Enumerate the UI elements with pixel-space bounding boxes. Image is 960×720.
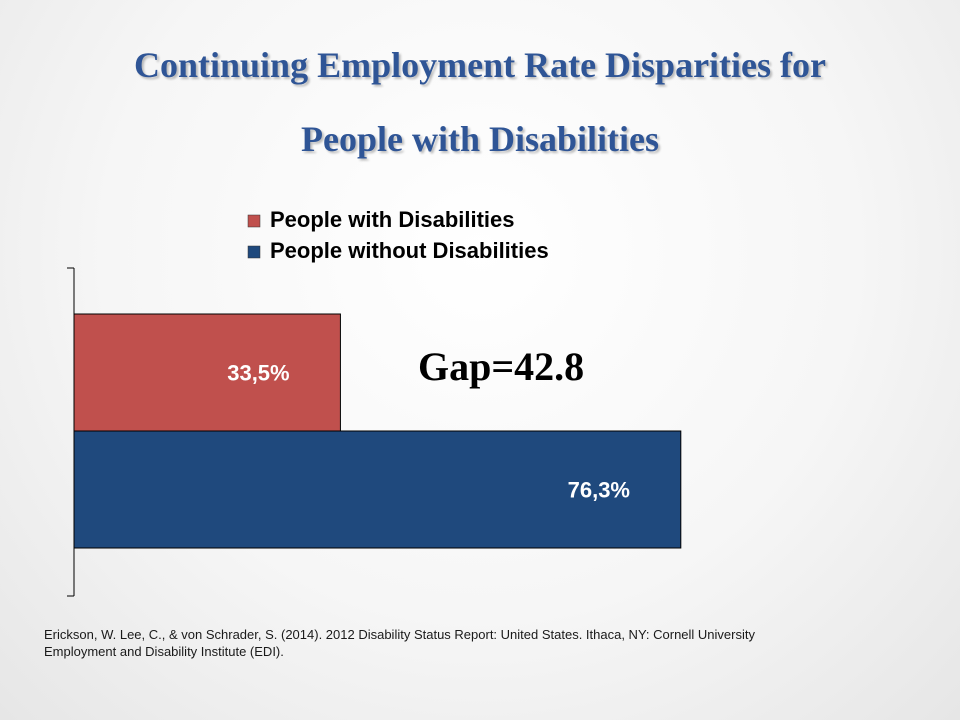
legend-label-2: People without Disabilities	[270, 238, 549, 263]
citation: Erickson, W. Lee, C., & von Schrader, S.…	[44, 626, 924, 660]
citation-line-1: Erickson, W. Lee, C., & von Schrader, S.…	[44, 627, 755, 642]
data-label-with-disabilities: 33,5%	[227, 361, 289, 386]
legend: People with Disabilities People without D…	[247, 207, 549, 263]
data-label-without-disabilities: 76,3%	[568, 478, 630, 503]
legend-swatch-2	[247, 245, 261, 259]
chart-title: Continuing Employment Rate Disparities f…	[0, 28, 960, 176]
title-line-2: People with Disabilities	[301, 119, 659, 159]
citation-line-2: Employment and Disability Institute (EDI…	[44, 644, 284, 659]
bar-without-disabilities	[73, 430, 682, 549]
legend-label-1: People with Disabilities	[270, 207, 515, 232]
bars: 33,5% 76,3%	[73, 313, 682, 549]
bar-with-disabilities	[73, 313, 341, 432]
legend-swatch-1	[247, 214, 261, 228]
title-line-1: Continuing Employment Rate Disparities f…	[134, 45, 826, 85]
gap-annotation: Gap=42.8	[418, 344, 584, 389]
